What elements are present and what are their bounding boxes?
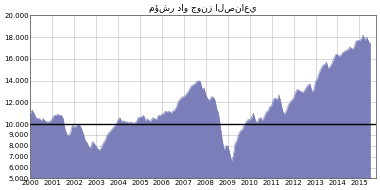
Title: مؤشر داو جونز الصناعي: مؤشر داو جونز الصناعي	[149, 4, 257, 13]
